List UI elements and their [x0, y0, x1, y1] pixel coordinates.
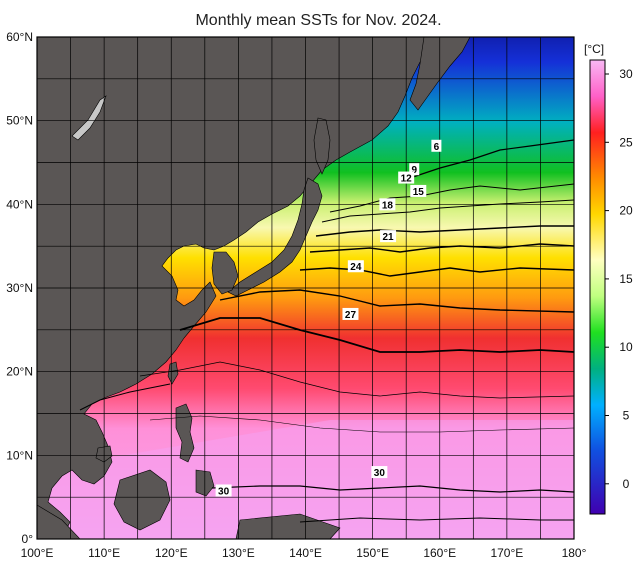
contour-label: 12 [401, 174, 413, 185]
contour-label-bg [347, 260, 364, 273]
colorbar-label: 15 [619, 272, 633, 286]
map-area [37, 37, 574, 539]
latitude-label: 40°N [6, 197, 33, 211]
contour-label-bg [215, 484, 232, 497]
colorbar: [°C] 30 25 20 15 10 5 0 [584, 42, 633, 515]
colorbar-label: 25 [619, 135, 633, 149]
colorbar-label: 0 [623, 477, 630, 491]
longitude-labels: 100°E 110°E 120°E 130°E 140°E 150°E 160°E 170°E… [21, 546, 587, 560]
map-frame [36, 36, 575, 540]
contour-label-bg [398, 171, 415, 184]
contour-label-bg [409, 163, 420, 176]
longitude-label: 160°E [423, 546, 456, 560]
latitude-label: 60°N [6, 30, 33, 44]
longitude-label: 130°E [222, 546, 255, 560]
latitude-labels: 60°N 50°N 40°N 30°N 20°N 10°N 0° [6, 30, 33, 546]
map-title: Monthly mean SSTs for Nov. 2024. [195, 12, 442, 29]
latitude-label: 10°N [6, 448, 33, 462]
longitude-label: 170°E [490, 546, 523, 560]
contour-label: 30 [374, 468, 386, 479]
latitude-label: 20°N [6, 365, 33, 379]
contour-label-bg [371, 466, 388, 479]
contour-label-bg [431, 139, 442, 152]
colorbar-ramp [589, 59, 606, 515]
longitude-label: 100°E [21, 546, 54, 560]
colorbar-label: 10 [619, 340, 633, 354]
colorbar-label: 5 [623, 409, 630, 423]
longitude-label: 140°E [289, 546, 322, 560]
colorbar-label: 20 [619, 204, 633, 218]
contour-label: 18 [382, 200, 394, 211]
contour-label: 9 [411, 165, 417, 176]
latitude-label: 30°N [6, 281, 33, 295]
contour-label-bg [379, 198, 396, 211]
isotherms [79, 139, 574, 523]
longitude-label: 180° [562, 546, 587, 560]
contour-label: 21 [383, 232, 395, 243]
contour-label: 27 [345, 310, 357, 321]
latitude-label: 0° [22, 532, 34, 546]
graticule [37, 37, 574, 539]
colorbar-label: 30 [619, 67, 633, 81]
contour-label: 15 [413, 187, 425, 198]
contour-label: 24 [350, 262, 362, 273]
longitude-label: 120°E [155, 546, 188, 560]
contour-label-bg [410, 184, 427, 197]
colorbar-unit: [°C] [584, 42, 604, 56]
longitude-label: 110°E [88, 546, 120, 560]
contour-label-bg [380, 230, 397, 243]
latitude-label: 50°N [6, 114, 33, 128]
longitude-label: 150°E [356, 546, 389, 560]
contour-label-bg [342, 307, 359, 320]
contour-label: 30 [218, 486, 230, 497]
contour-label: 6 [434, 142, 440, 153]
